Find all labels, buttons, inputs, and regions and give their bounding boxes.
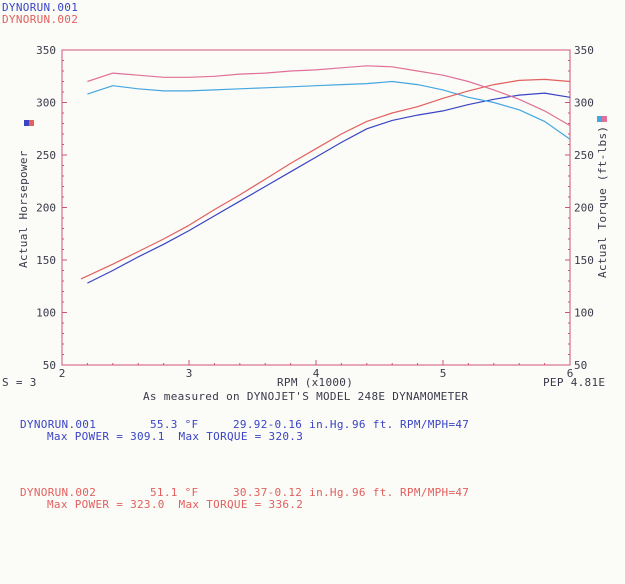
run2-baro: 30.37-0.12 in.Hg. — [233, 486, 351, 499]
y-axis-left-label: Actual Horsepower — [17, 150, 30, 268]
series-line-dynorun-002-torque — [87, 65, 571, 127]
y-tick-label-right: 50 — [574, 359, 587, 372]
pep-label: PEP 4.81E — [543, 376, 606, 389]
smoothing-label: S = 3 — [2, 376, 37, 389]
run2-ratio: RPM/MPH=47 — [400, 486, 470, 499]
y-tick-label-right: 250 — [574, 149, 594, 162]
x-tick-label: 3 — [186, 367, 193, 380]
y-tick-label-left: 150 — [36, 254, 56, 267]
run1-baro: 29.92-0.16 in.Hg. — [233, 418, 351, 431]
x-axis-label: RPM (x1000) — [277, 376, 354, 389]
run2-max: Max POWER = 323.0 Max TORQUE = 336.2 — [47, 498, 304, 511]
y-tick-label-left: 100 — [36, 307, 56, 320]
legend-swatch-left-blue — [24, 120, 29, 126]
y-tick-label-right: 350 — [574, 44, 594, 57]
y-tick-label-right: 200 — [574, 202, 594, 215]
y-tick-label-right: 300 — [574, 97, 594, 110]
run1-name: DYNORUN.001 — [20, 418, 97, 431]
chart-series — [80, 65, 571, 284]
plot-frame — [61, 49, 571, 366]
legend-swatch-right-cyan — [597, 116, 602, 122]
x-tick-label: 4 — [313, 367, 320, 380]
run1-temp: 55.3 °F — [150, 418, 199, 431]
header-run2-label: DYNORUN.002 — [2, 13, 79, 26]
y-tick-label-left: 300 — [36, 97, 56, 110]
caption: As measured on DYNOJET'S MODEL 248E DYNA… — [143, 390, 469, 403]
series-line-dynorun-001-power — [87, 92, 571, 284]
y-tick-label-left: 200 — [36, 202, 56, 215]
y-tick-label-right: 100 — [574, 307, 594, 320]
run2-temp: 51.1 °F — [150, 486, 199, 499]
run1-ratio: RPM/MPH=47 — [400, 418, 470, 431]
series-line-dynorun-001-torque — [87, 80, 571, 140]
y-tick-label-left: 250 — [36, 149, 56, 162]
run2-elev: 96 ft. — [352, 486, 394, 499]
dyno-chart: 50 50 100 100 150 150 200 200 250 250 300 300 350 350… — [36, 44, 594, 380]
x-tick-label: 5 — [440, 367, 447, 380]
run2-name: DYNORUN.002 — [20, 486, 97, 499]
y-tick-label-right: 150 — [574, 254, 594, 267]
run1-elev: 96 ft. — [352, 418, 394, 431]
series-line-dynorun-002-power — [80, 78, 571, 280]
chart-axes — [61, 49, 571, 366]
run1-max: Max POWER = 309.1 Max TORQUE = 320.3 — [47, 430, 304, 443]
y-axis-right-label: Actual Torque (ft-lbs) — [596, 125, 609, 278]
x-tick-label: 6 — [567, 367, 574, 380]
header-run1-label: DYNORUN.001 — [2, 1, 79, 14]
chart-ticks: 50 50 100 100 150 150 200 200 250 250 300 300 350 350… — [36, 44, 594, 380]
x-tick-label: 2 — [59, 367, 66, 380]
legend-swatch-left-red — [29, 120, 34, 126]
y-tick-label-left: 350 — [36, 44, 56, 57]
legend-swatch-right-pink — [602, 116, 607, 122]
y-tick-label-left: 50 — [43, 359, 56, 372]
